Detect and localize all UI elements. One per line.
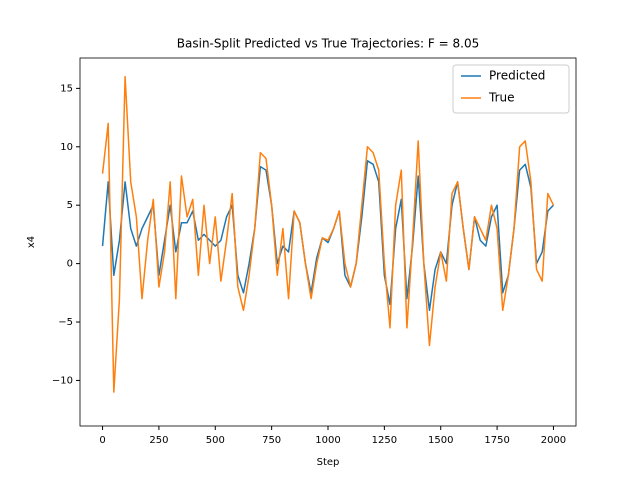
x-tick-label: 0: [99, 435, 105, 446]
x-axis-label: Step: [317, 457, 340, 468]
x-tick-label: 2000: [541, 435, 566, 446]
y-tick-label: 10: [60, 142, 73, 153]
series-line: [101, 75, 555, 393]
y-tick-label: 5: [67, 200, 73, 211]
plot-frame: [79, 57, 577, 427]
x-tick-label: 250: [149, 435, 168, 446]
x-tick-label: 1250: [372, 435, 397, 446]
legend-label: Predicted: [489, 69, 545, 83]
x-tick-label: 1500: [428, 435, 453, 446]
y-tick-label: 0: [67, 259, 73, 270]
legend-label: True: [488, 91, 515, 105]
y-tick-label: −5: [58, 317, 73, 328]
x-tick-label: 750: [262, 435, 281, 446]
x-tick-label: 1000: [315, 435, 340, 446]
legend-box: [452, 64, 570, 114]
x-tick-label: 1750: [484, 435, 509, 446]
x-tick-label: 500: [206, 435, 225, 446]
y-axis-label: x4: [26, 236, 37, 248]
y-tick-label: −10: [52, 375, 73, 386]
y-tick-label: 15: [60, 83, 73, 94]
chart-title: Basin-Split Predicted vs True Trajectori…: [177, 37, 479, 51]
